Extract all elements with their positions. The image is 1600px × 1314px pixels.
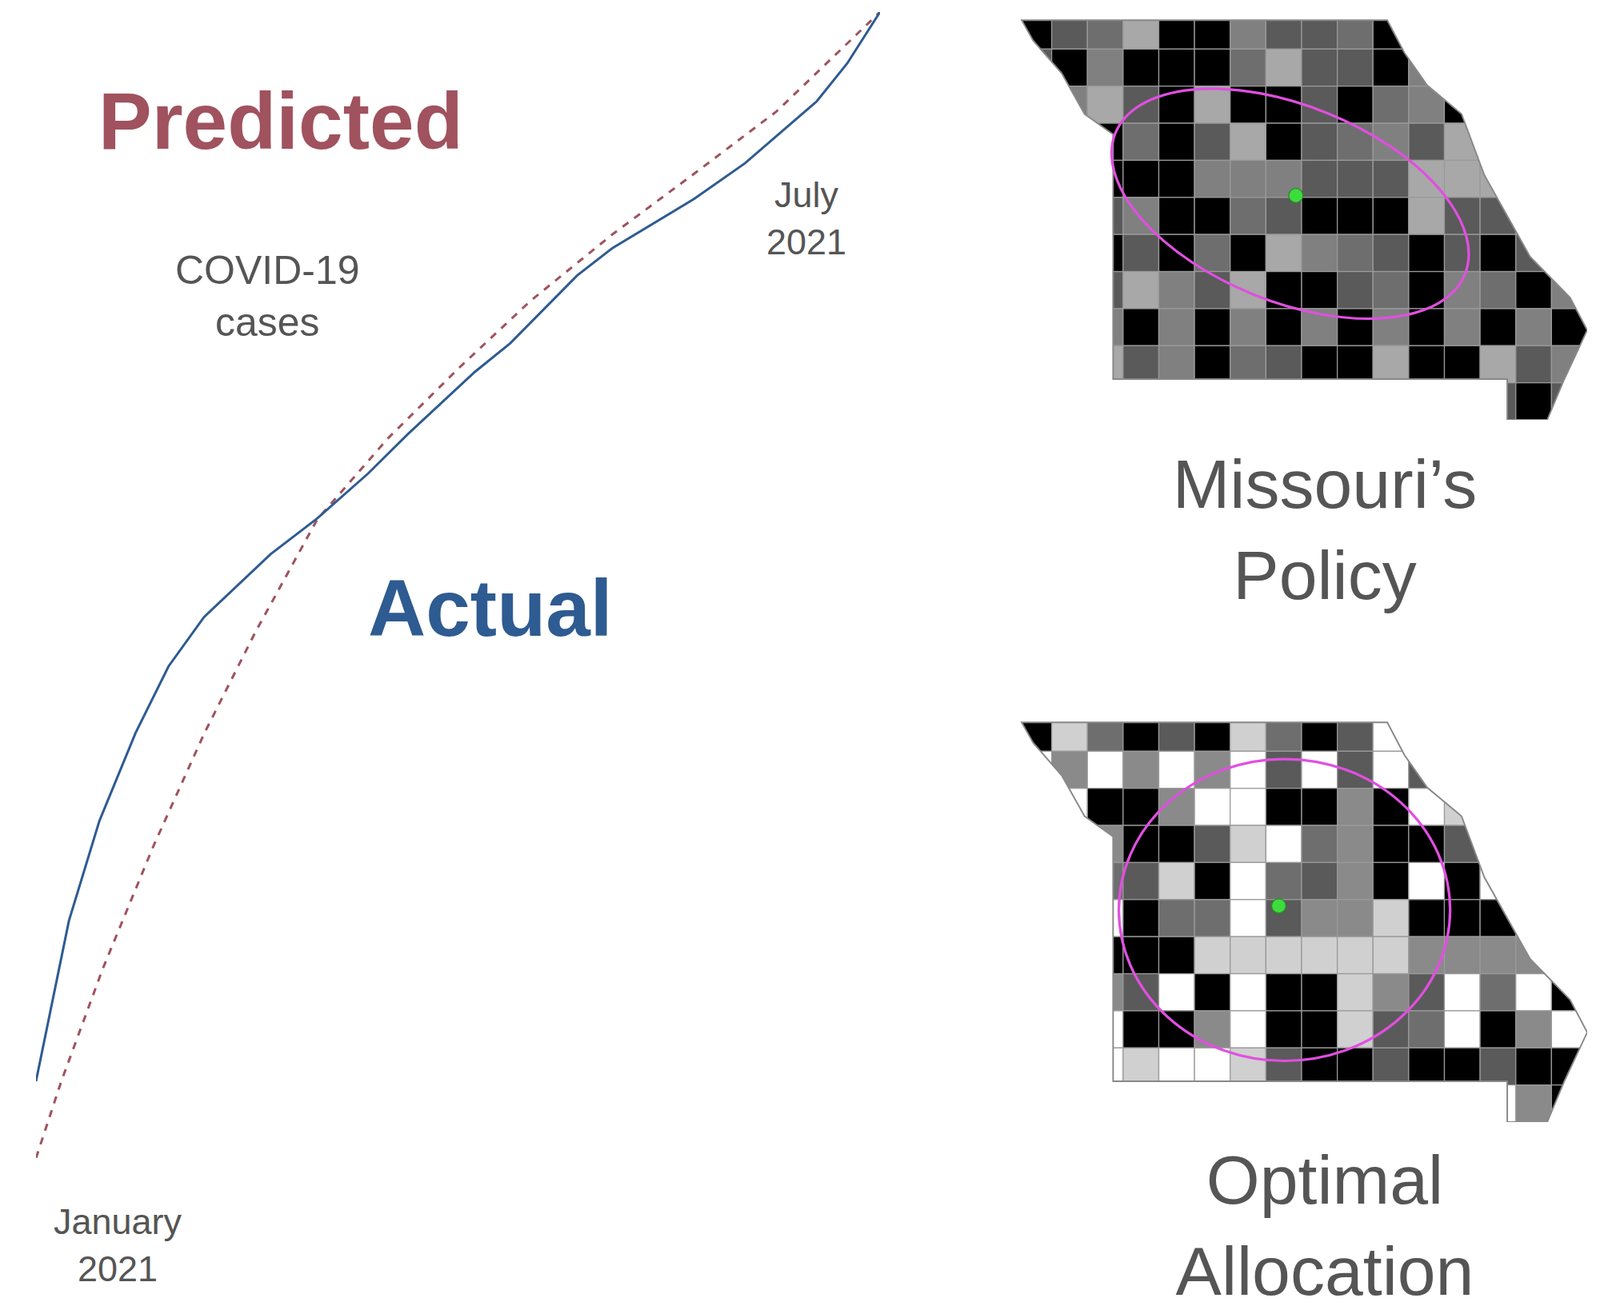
- html-text:Optimal: Optimal: [1206, 1141, 1444, 1219]
- svg-text:January2021: January2021: [53, 1201, 183, 1290]
- svg-text:Actual: Actual: [368, 563, 613, 653]
- svg-text:COVID-19cases: COVID-19cases: [175, 248, 360, 345]
- html-text:Allocation: Allocation: [1175, 1232, 1474, 1310]
- html-text:Policy: Policy: [1233, 536, 1417, 614]
- svg-text:July2021: July2021: [766, 174, 847, 263]
- html-text:Missouri’s: Missouri’s: [1172, 445, 1478, 523]
- svg-text:Predicted: Predicted: [98, 76, 464, 166]
